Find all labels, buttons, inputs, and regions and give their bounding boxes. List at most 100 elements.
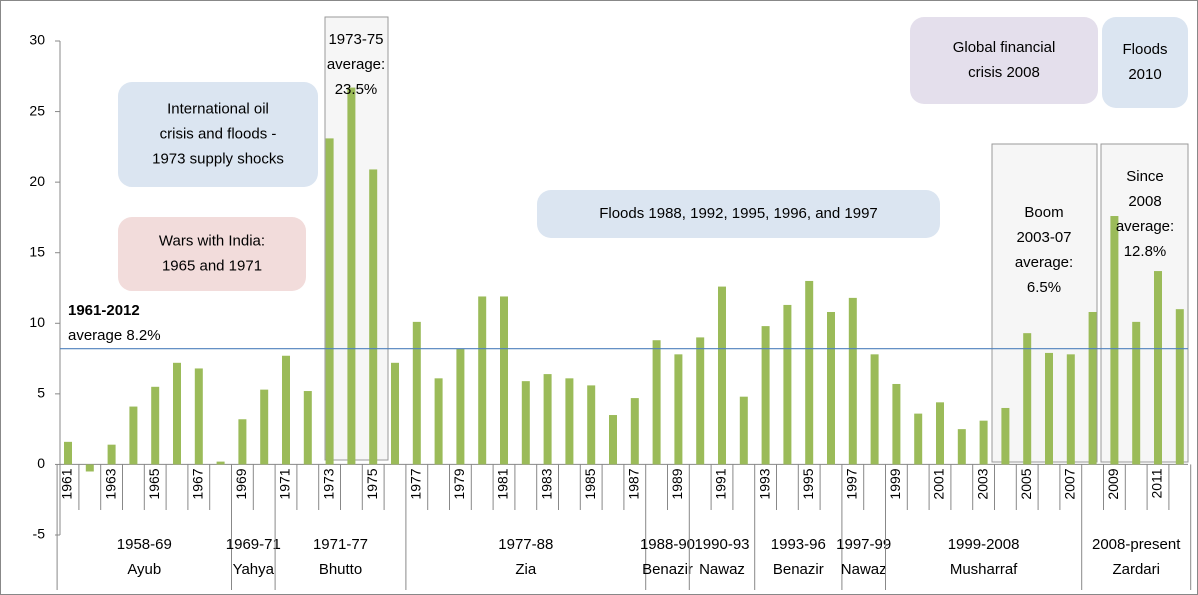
x-tick-label: 1997	[844, 468, 860, 499]
period-box	[991, 143, 1098, 463]
bar	[718, 286, 726, 465]
bar	[238, 419, 247, 465]
bar	[412, 321, 421, 465]
y-tick-label: -5	[33, 526, 46, 542]
group-period: 1969-71	[226, 536, 281, 553]
annotation-box	[910, 17, 1098, 104]
y-tick-label: 10	[29, 314, 45, 330]
group-period: 1993-96	[771, 536, 826, 553]
y-tick-label: 25	[29, 102, 45, 118]
x-tick-label: 1991	[713, 468, 729, 499]
bar	[64, 441, 72, 465]
period-note: 2003-07	[1016, 229, 1071, 246]
bar	[827, 311, 835, 465]
period-note: Since	[1126, 168, 1164, 185]
period-note: 1973-75	[328, 31, 383, 48]
annotation-text: 1965 and 1971	[162, 257, 262, 274]
group-leader: Benazir	[642, 561, 693, 578]
x-tick-label: 2007	[1062, 468, 1078, 499]
bar	[739, 396, 748, 465]
group-period: 1958-69	[117, 536, 172, 553]
group-leader: Ayub	[127, 561, 161, 578]
bar	[434, 378, 443, 465]
annotation-box	[118, 217, 306, 291]
x-tick-label: 1971	[277, 468, 293, 499]
x-tick-label: 1973	[320, 468, 336, 499]
period-note: Boom	[1024, 204, 1063, 221]
period-note: 12.8%	[1124, 243, 1167, 260]
bar	[630, 398, 639, 465]
bar	[1110, 216, 1119, 465]
annotation-text: Floods 1988, 1992, 1995, 1996, and 1997	[599, 205, 878, 222]
x-tick-label: 1967	[190, 468, 206, 499]
x-tick-label: 1963	[102, 468, 118, 499]
bar	[892, 383, 901, 465]
bar	[652, 340, 661, 465]
bar	[173, 362, 181, 465]
bar	[761, 326, 770, 465]
bar	[848, 297, 857, 465]
group-leader: Musharraf	[950, 561, 1018, 578]
x-tick-label: 1961	[59, 468, 75, 499]
bar	[282, 355, 290, 465]
x-tick-label: 1969	[233, 468, 249, 499]
annotation-box	[1102, 17, 1188, 108]
period-note: 2008	[1128, 193, 1161, 210]
group-leader: Nawaz	[699, 561, 745, 578]
group-period: 1999-2008	[948, 536, 1020, 553]
bar	[1088, 311, 1097, 465]
bar	[151, 386, 160, 465]
x-tick-label: 1983	[538, 468, 554, 499]
x-tick-label: 1965	[146, 468, 162, 499]
bar	[260, 389, 269, 465]
y-tick-label: 0	[37, 455, 45, 471]
x-tick-label: 1985	[582, 468, 598, 499]
x-tick-label: 1977	[408, 468, 424, 499]
y-tick-label: 30	[29, 32, 45, 48]
bar	[521, 381, 530, 465]
group-period: 1997-99	[836, 536, 891, 553]
x-tick-label: 2005	[1018, 468, 1034, 499]
bar	[936, 402, 944, 465]
x-tick-label: 2009	[1105, 468, 1121, 499]
group-period: 1990-93	[694, 536, 749, 553]
group-leader: Nawaz	[841, 561, 887, 578]
annotation-text: crisis and floods -	[160, 125, 277, 142]
y-tick-label: 15	[29, 243, 45, 259]
annotation-box	[537, 190, 940, 238]
x-tick-label: 2001	[931, 468, 947, 499]
bar	[369, 169, 378, 465]
period-box	[324, 16, 389, 461]
bar	[303, 391, 312, 465]
bar	[783, 304, 792, 465]
average-title: 1961-2012	[68, 302, 140, 319]
bar	[1175, 309, 1184, 465]
x-tick-label: 1989	[669, 468, 685, 499]
bar	[870, 354, 879, 465]
x-tick-label: 1987	[626, 468, 642, 499]
bar	[914, 413, 923, 465]
annotation-text: Global financial	[953, 39, 1056, 56]
y-tick-label: 5	[37, 385, 45, 401]
bar	[957, 429, 966, 465]
annotation-text: International oil	[167, 100, 269, 117]
group-leader: Bhutto	[319, 561, 362, 578]
bar	[674, 354, 683, 465]
group-leader: Benazir	[773, 561, 824, 578]
bar	[129, 406, 138, 465]
bar	[107, 444, 116, 465]
annotation-text: 2010	[1128, 66, 1161, 83]
group-leader: Yahya	[233, 561, 275, 578]
y-tick-label: 20	[29, 173, 45, 189]
period-note: average:	[1015, 254, 1073, 271]
group-period: 1971-77	[313, 536, 368, 553]
bar	[325, 138, 334, 465]
group-period: 2008-present	[1092, 536, 1181, 553]
annotation-text: crisis 2008	[968, 64, 1040, 81]
bar	[85, 464, 94, 472]
group-period: 1988-90	[640, 536, 695, 553]
x-tick-label: 1993	[756, 468, 772, 499]
period-note: average:	[1116, 218, 1174, 235]
annotation-text: Floods	[1122, 41, 1167, 58]
